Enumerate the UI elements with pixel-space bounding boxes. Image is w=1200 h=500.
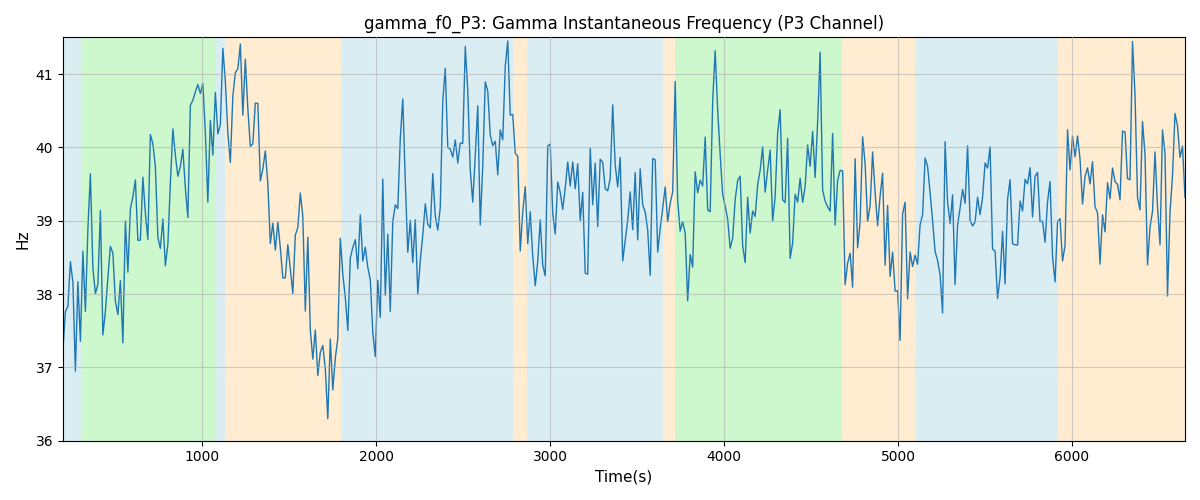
Bar [216,38,224,440]
Bar [354,38,514,440]
Bar [62,38,82,440]
Bar [683,38,842,440]
Bar [527,38,664,440]
Bar [1074,38,1186,440]
Bar [842,38,916,440]
Y-axis label: Hz: Hz [16,230,30,249]
Bar [916,38,1058,440]
Bar [664,38,676,440]
Title: gamma_f0_P3: Gamma Instantaneous Frequency (P3 Channel): gamma_f0_P3: Gamma Instantaneous Frequen… [364,15,884,34]
Bar [1058,38,1074,440]
Bar [514,38,527,440]
X-axis label: Time(s): Time(s) [595,470,653,485]
Bar [676,38,683,440]
Bar [224,38,341,440]
Bar [82,38,216,440]
Bar [341,38,354,440]
